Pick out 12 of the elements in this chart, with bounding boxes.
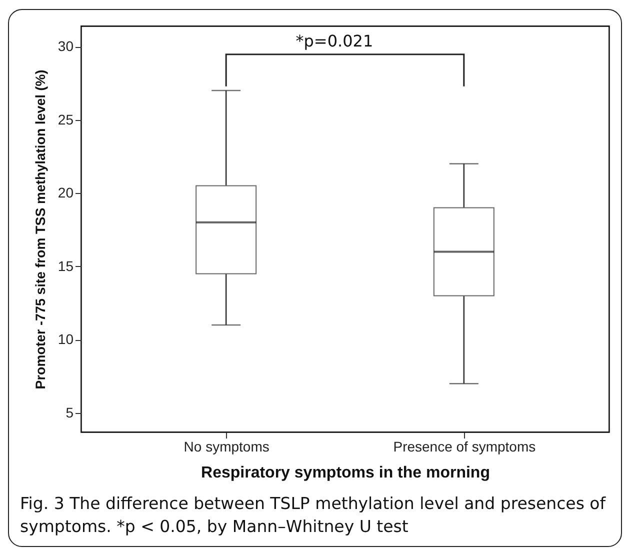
y-tick-label: 25 (58, 111, 74, 128)
y-tick-label: 30 (58, 38, 74, 54)
y-tick-label: 20 (58, 184, 74, 201)
x-tick-label: Presence of symptoms (393, 438, 536, 454)
y-axis-title: Promoter -775 site from TSS methylation level (%) (32, 70, 48, 390)
y-tick-label: 10 (58, 331, 74, 348)
x-axis-title: Respiratory symptoms in the morning (201, 464, 490, 482)
annotation: *p=0.021 (296, 31, 374, 50)
x-tick-label: No symptoms (184, 438, 270, 454)
y-tick-label: 5 (66, 404, 74, 420)
y-tick-label: 15 (58, 258, 74, 274)
caption: Fig. 3 The difference between TSLP methylation level and presences of symptoms. *p < 0.05, by Mann–Whitney U test (20, 493, 607, 538)
